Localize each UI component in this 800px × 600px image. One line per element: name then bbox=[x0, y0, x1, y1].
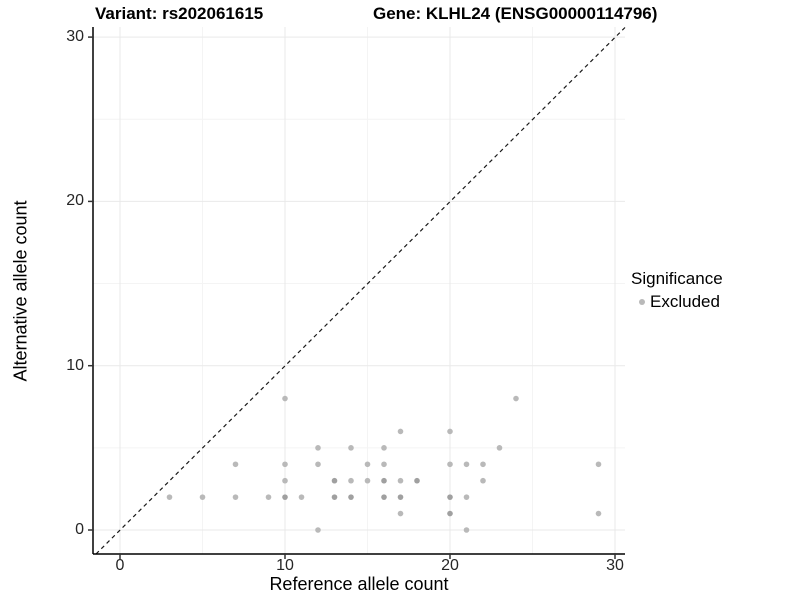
data-point bbox=[414, 477, 420, 484]
data-point bbox=[397, 477, 404, 484]
scatter-plot-svg bbox=[88, 27, 626, 559]
data-point bbox=[595, 461, 602, 468]
y-tick-label: 0 bbox=[75, 521, 84, 538]
data-point bbox=[348, 445, 354, 451]
data-point bbox=[348, 477, 354, 484]
data-point bbox=[315, 445, 321, 451]
data-point bbox=[480, 461, 486, 468]
data-point bbox=[463, 494, 470, 500]
y-axis-title: Alternative allele count bbox=[10, 200, 31, 382]
x-tick-label: 0 bbox=[115, 557, 125, 574]
x-tick-label: 30 bbox=[606, 557, 624, 574]
data-point bbox=[447, 461, 453, 468]
data-point bbox=[348, 494, 354, 500]
data-point bbox=[595, 510, 602, 517]
excluded-point-icon bbox=[639, 299, 645, 305]
data-point bbox=[397, 510, 404, 517]
data-point bbox=[381, 477, 387, 484]
data-point bbox=[496, 445, 503, 451]
data-point bbox=[397, 494, 404, 500]
x-axis-title: Reference allele count bbox=[269, 574, 449, 594]
data-point bbox=[331, 477, 338, 484]
data-point bbox=[282, 494, 288, 500]
gene-title: Gene: KLHL24 (ENSG00000114796) bbox=[373, 4, 658, 23]
data-point bbox=[232, 461, 239, 468]
data-point bbox=[397, 428, 404, 435]
data-point bbox=[282, 461, 288, 468]
data-point bbox=[199, 494, 206, 500]
data-point bbox=[282, 477, 288, 484]
data-point bbox=[315, 461, 321, 468]
identity-dashed-line bbox=[95, 27, 626, 555]
data-point bbox=[331, 494, 338, 500]
plot-panel bbox=[88, 27, 630, 560]
data-point bbox=[381, 461, 387, 468]
legend-title: Significance bbox=[631, 269, 723, 288]
data-point bbox=[232, 494, 239, 500]
data-point bbox=[298, 494, 305, 500]
data-point bbox=[265, 494, 272, 500]
y-tick-label: 20 bbox=[66, 192, 84, 210]
legend-item-excluded: Excluded bbox=[639, 292, 723, 312]
data-point bbox=[315, 527, 321, 533]
data-point bbox=[480, 477, 486, 484]
legend: Significance Excluded bbox=[631, 269, 723, 312]
y-tick-label: 30 bbox=[66, 28, 84, 46]
legend-item-label: Excluded bbox=[650, 292, 720, 311]
data-point bbox=[463, 527, 470, 533]
data-point bbox=[364, 477, 371, 484]
x-tick-label: 10 bbox=[276, 557, 294, 574]
data-point bbox=[447, 494, 453, 500]
data-point bbox=[447, 428, 453, 435]
data-point bbox=[447, 510, 453, 517]
data-point bbox=[166, 494, 173, 500]
x-tick-label: 20 bbox=[441, 557, 459, 574]
data-point bbox=[381, 445, 387, 451]
data-point bbox=[381, 494, 387, 500]
data-point bbox=[282, 395, 288, 402]
variant-title: Variant: rs202061615 bbox=[95, 4, 264, 23]
data-point bbox=[513, 395, 519, 402]
data-point bbox=[463, 461, 470, 468]
data-point bbox=[364, 461, 371, 468]
y-tick-label: 10 bbox=[66, 356, 84, 374]
